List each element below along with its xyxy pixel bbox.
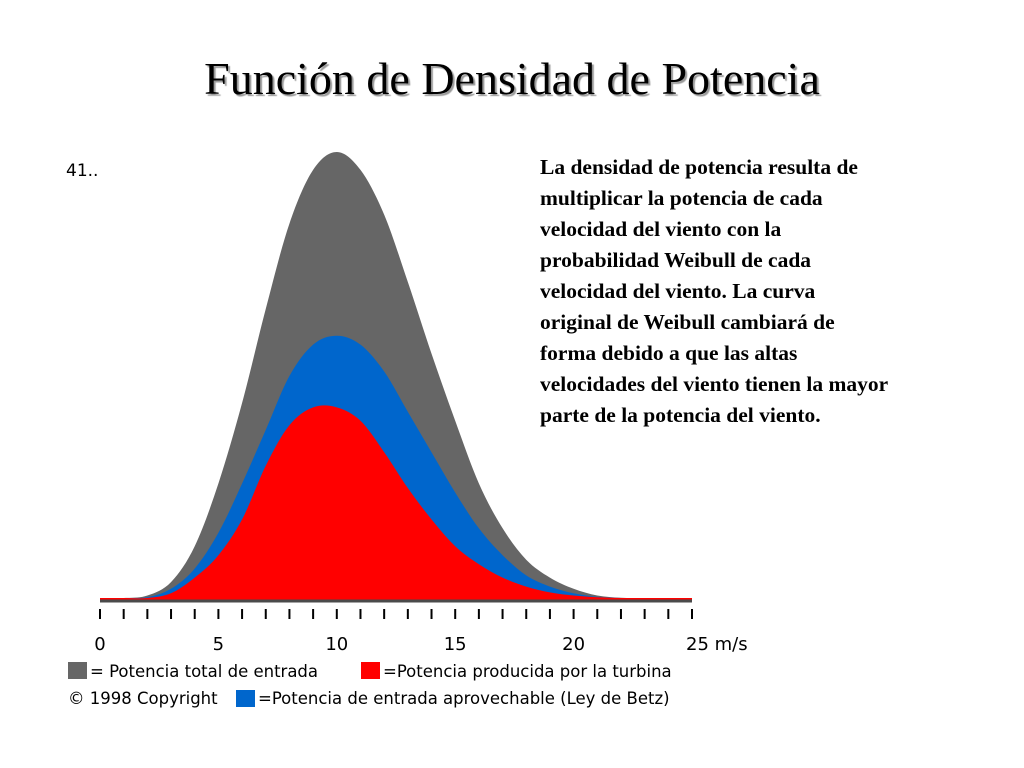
x-tick-label: 25 m/s — [686, 634, 748, 655]
minor-ticks — [99, 609, 693, 619]
description-text: La densidad de potencia resulta de multi… — [540, 155, 888, 427]
slide-title: Función de Densidad de Potencia — [204, 53, 820, 104]
legend: = Potencia total de entrada =Potencia pr… — [68, 662, 672, 708]
copyright-note: © 1998 Copyright — [68, 689, 218, 708]
x-tick-label: 5 — [213, 634, 224, 655]
x-tick-label: 0 — [94, 634, 105, 655]
x-tick-label: 15 — [444, 634, 467, 655]
x-tick-label: 10 — [325, 634, 348, 655]
legend-label-betz: =Potencia de entrada aprovechable (Ley d… — [258, 689, 670, 708]
legend-swatch-turbine — [361, 662, 380, 679]
tick-labels: 0 5 10 15 20 25 m/s — [94, 634, 747, 655]
legend-swatch-total — [68, 662, 87, 679]
legend-swatch-betz — [236, 690, 255, 707]
corner-label: 41.. — [66, 161, 98, 181]
legend-label-total: = Potencia total de entrada — [90, 662, 318, 681]
x-tick-label: 20 — [562, 634, 585, 655]
area-series-group — [100, 152, 692, 600]
legend-label-turbine: =Potencia producida por la turbina — [383, 662, 672, 681]
area-turbine — [100, 405, 692, 600]
